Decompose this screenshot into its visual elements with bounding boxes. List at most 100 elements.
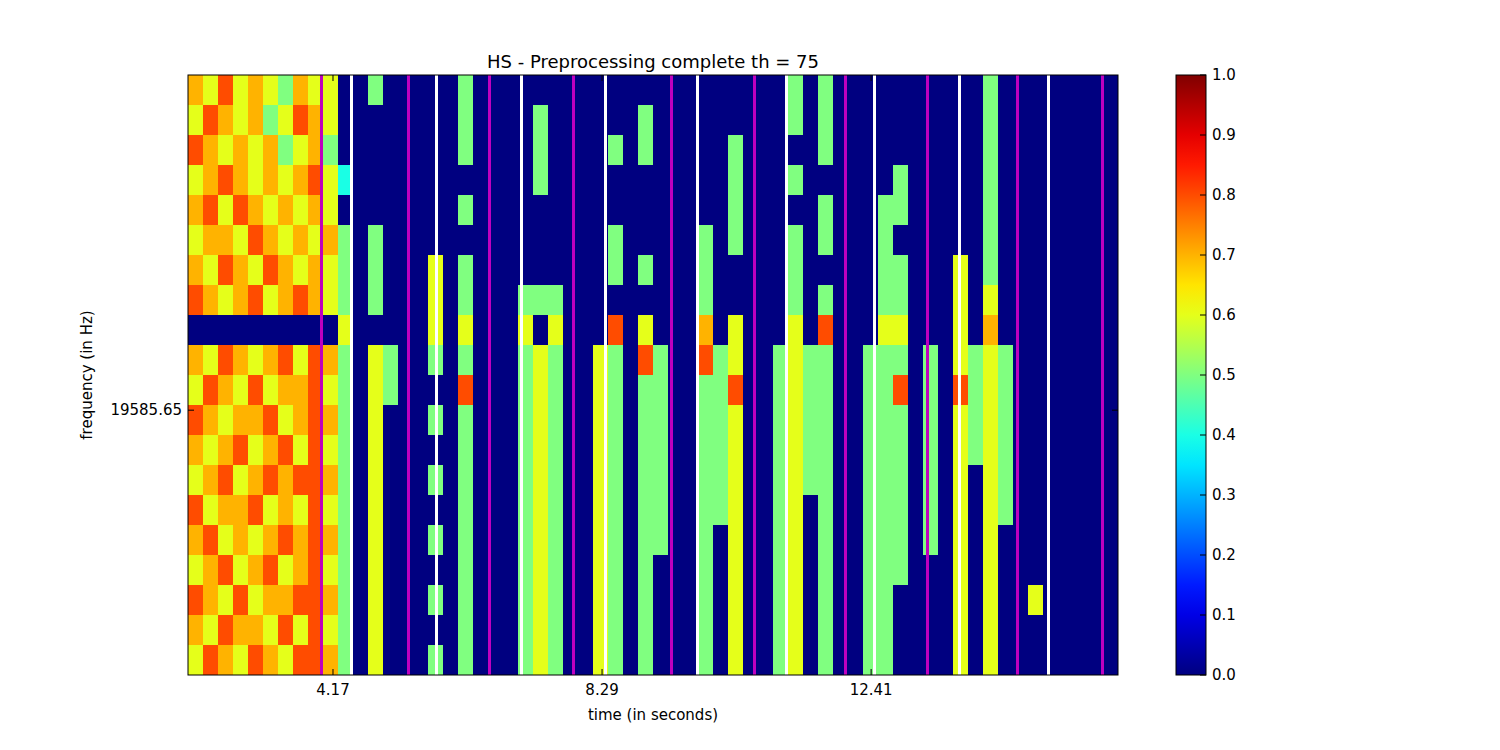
heatmap-cell	[398, 255, 414, 286]
heatmap-cell	[293, 645, 309, 675]
marker-line	[958, 75, 961, 675]
heatmap-cell	[248, 585, 264, 616]
heatmap-cell	[578, 345, 594, 376]
heatmap-cell	[293, 465, 309, 496]
heatmap-cell	[803, 585, 819, 616]
heatmap-cell	[803, 315, 819, 346]
heatmap-cell	[983, 285, 999, 316]
heatmap-cell	[818, 585, 834, 616]
heatmap-cell	[263, 105, 279, 136]
heatmap-cell	[848, 165, 864, 196]
heatmap-cell	[323, 135, 339, 166]
heatmap-cell	[248, 405, 264, 436]
heatmap-cell	[848, 255, 864, 286]
heatmap-cell	[533, 375, 549, 406]
heatmap-cell	[818, 645, 834, 675]
heatmap-cell	[293, 525, 309, 556]
heatmap-cell	[968, 195, 984, 226]
heatmap-cell	[968, 255, 984, 286]
heatmap-cell	[218, 315, 234, 346]
heatmap-cell	[458, 255, 474, 286]
marker-line	[350, 75, 353, 675]
heatmap-cell	[968, 495, 984, 526]
heatmap-cell	[323, 615, 339, 646]
heatmap-cell	[923, 645, 939, 675]
heatmap-cell	[248, 495, 264, 526]
heatmap-cell	[1058, 285, 1074, 316]
heatmap-cell	[248, 135, 264, 166]
heatmap-cell	[1043, 465, 1059, 496]
heatmap-cell	[278, 225, 294, 256]
heatmap-cell	[248, 315, 264, 346]
heatmap-cell	[293, 315, 309, 346]
heatmap-cell	[638, 375, 654, 406]
heatmap-cell	[1073, 405, 1089, 436]
heatmap-cell	[803, 135, 819, 166]
heatmap-cell	[698, 375, 714, 406]
heatmap-cell	[473, 525, 489, 556]
marker-line	[670, 75, 673, 675]
heatmap-cell	[533, 435, 549, 466]
heatmap-cell	[1103, 225, 1118, 256]
heatmap-cell	[563, 75, 579, 106]
heatmap-cell	[1028, 435, 1044, 466]
heatmap-cell	[893, 375, 909, 406]
heatmap-cell	[788, 465, 804, 496]
heatmap-cell	[368, 525, 384, 556]
heatmap-cell	[1103, 615, 1118, 646]
heatmap-cell	[443, 345, 459, 376]
heatmap-cell	[818, 135, 834, 166]
title: HS - Preprocessing complete th = 75	[487, 51, 819, 72]
heatmap-cell	[1013, 615, 1029, 646]
heatmap-cell	[218, 195, 234, 226]
heatmap-cell	[938, 585, 954, 616]
heatmap-cell	[653, 525, 669, 556]
heatmap-cell	[698, 135, 714, 166]
heatmap-cell	[848, 135, 864, 166]
heatmap-cell	[1043, 225, 1059, 256]
heatmap-cell	[1028, 525, 1044, 556]
heatmap-cell	[638, 195, 654, 226]
heatmap-cell	[443, 105, 459, 136]
heatmap-cell	[443, 645, 459, 675]
heatmap-cell	[218, 75, 234, 106]
heatmap-cell	[533, 525, 549, 556]
heatmap-cell	[1028, 615, 1044, 646]
heatmap-cell	[578, 285, 594, 316]
heatmap-cell	[293, 585, 309, 616]
heatmap-cell	[293, 285, 309, 316]
heatmap-cell	[548, 225, 564, 256]
heatmap-cell	[878, 525, 894, 556]
heatmap-cell	[608, 135, 624, 166]
heatmap-cell	[413, 225, 429, 256]
heatmap-cell	[233, 465, 249, 496]
heatmap-cell	[533, 255, 549, 286]
heatmap-cell	[188, 315, 204, 346]
heatmap-cell	[248, 285, 264, 316]
heatmap-cell	[578, 465, 594, 496]
heatmap-cell	[998, 435, 1014, 466]
heatmap-cell	[323, 375, 339, 406]
heatmap-cell	[848, 525, 864, 556]
heatmap-cell	[233, 105, 249, 136]
heatmap-cell	[803, 75, 819, 106]
heatmap-cell	[398, 375, 414, 406]
heatmap-cell	[413, 405, 429, 436]
heatmap-cell	[938, 105, 954, 136]
heatmap-cell	[203, 405, 219, 436]
heatmap-cell	[1073, 315, 1089, 346]
heatmap-cell	[548, 495, 564, 526]
heatmap-cell	[758, 285, 774, 316]
y-tick	[188, 410, 194, 411]
heatmap-cell	[578, 195, 594, 226]
heatmap-cell	[893, 75, 909, 106]
heatmap-cell	[608, 75, 624, 106]
heatmap-cell	[623, 615, 639, 646]
heatmap-cell	[323, 495, 339, 526]
heatmap-cell	[1013, 525, 1029, 556]
heatmap-cell	[758, 615, 774, 646]
colorbar-tick-label: 1.0	[1212, 66, 1236, 84]
heatmap-cell	[788, 255, 804, 286]
colorbar-tick	[1200, 615, 1206, 616]
heatmap-cell	[788, 645, 804, 675]
